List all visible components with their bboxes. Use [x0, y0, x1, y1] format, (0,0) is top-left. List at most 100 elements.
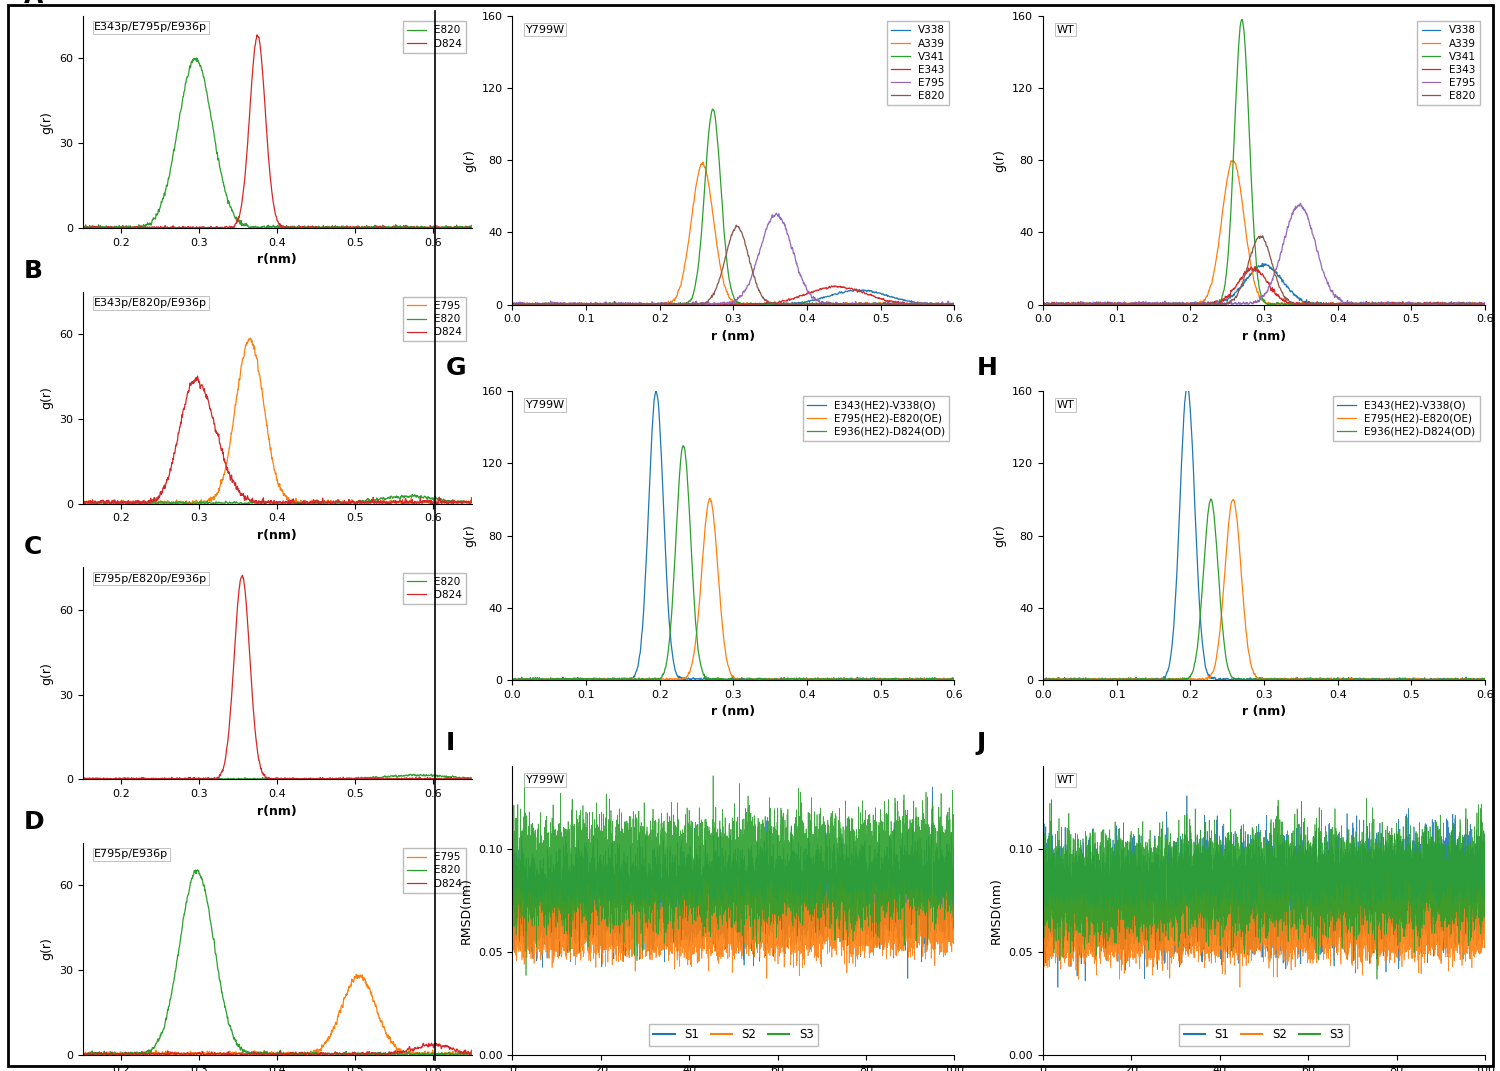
E795 [240, 1045, 258, 1058]
V341 [1034, 298, 1052, 311]
E795(HE2)-E820(OE) [1203, 666, 1221, 679]
E936(HE2)-D824(OD) [1420, 673, 1438, 685]
E795(HE2)-E820(OE) [1084, 673, 1102, 685]
D824 [454, 495, 472, 508]
E795 [224, 1046, 242, 1059]
E795 [141, 1045, 159, 1058]
D824 [74, 772, 92, 785]
E795 [945, 298, 963, 311]
E795(HE2)-E820(OE) [1224, 493, 1242, 506]
S2 [1250, 920, 1268, 933]
Line: D824: D824 [82, 575, 471, 780]
D824 [201, 773, 219, 786]
Legend: V338, A339, V341, E343, E795, E820: V338, A339, V341, E343, E795, E820 [886, 21, 950, 105]
E820 [404, 488, 422, 501]
E343 [1084, 298, 1102, 311]
E795(HE2)-E820(OE) [1467, 673, 1485, 685]
E820 [224, 205, 242, 217]
S3 [1358, 791, 1376, 804]
E343 [1203, 296, 1221, 308]
E820 [413, 1049, 430, 1061]
A339 [1203, 272, 1221, 285]
Line: E343: E343 [513, 286, 954, 304]
E795(HE2)-E820(OE) [504, 673, 522, 685]
D824 [413, 1041, 430, 1054]
Line: E936(HE2)-D824(OD): E936(HE2)-D824(OD) [513, 446, 954, 680]
S2 [1036, 904, 1054, 917]
Text: F: F [976, 0, 993, 4]
E820 [178, 497, 196, 510]
E820 [1064, 298, 1082, 311]
D824 [264, 1049, 282, 1061]
E343 [827, 280, 844, 292]
D824 [462, 773, 480, 786]
Line: V338: V338 [1042, 263, 1485, 304]
Line: S3: S3 [1042, 798, 1485, 979]
E795 [938, 298, 956, 311]
E795(HE2)-E820(OE) [1034, 673, 1052, 685]
E343(HE2)-V338(O) [816, 674, 834, 687]
Y-axis label: g(r): g(r) [40, 110, 53, 134]
E795 [1084, 296, 1102, 308]
S3 [1034, 850, 1052, 863]
D824 [74, 497, 92, 510]
D824 [189, 369, 207, 382]
S1 [1178, 789, 1196, 802]
S1 [506, 897, 524, 910]
A339 [938, 297, 956, 310]
E820 [938, 298, 956, 311]
Line: E795: E795 [1042, 203, 1485, 304]
A339 [1467, 298, 1485, 311]
Line: D824: D824 [82, 376, 471, 503]
Text: C: C [24, 534, 42, 559]
E795(HE2)-E820(OE) [674, 673, 692, 685]
S3 [1052, 900, 1070, 912]
E820 [454, 495, 472, 508]
E820 [224, 1024, 242, 1037]
Line: V341: V341 [1042, 19, 1485, 304]
S2 [1263, 866, 1281, 879]
A339 [945, 297, 963, 310]
Legend: E795, E820, D824: E795, E820, D824 [404, 848, 466, 893]
S2 [945, 929, 963, 941]
S2 [880, 863, 898, 876]
S3 [1368, 972, 1386, 985]
S3 [1036, 878, 1054, 891]
E343 [1110, 298, 1128, 311]
Text: D: D [24, 811, 45, 834]
E820 [462, 220, 480, 232]
E795 [674, 298, 692, 311]
E795 [74, 496, 92, 509]
Text: I: I [446, 730, 456, 755]
D824 [413, 497, 430, 510]
Line: S1: S1 [513, 787, 954, 979]
Line: E820: E820 [82, 870, 471, 1055]
A339 [890, 298, 908, 311]
E795 [240, 333, 258, 346]
A339 [1110, 298, 1128, 311]
V341 [1084, 297, 1102, 310]
X-axis label: r(nm): r(nm) [256, 804, 297, 817]
E820 [504, 297, 522, 310]
V338 [674, 298, 692, 311]
D824 [118, 497, 136, 510]
S3 [945, 810, 963, 823]
V338 [890, 292, 908, 305]
Text: H: H [976, 356, 998, 380]
E795 [413, 497, 430, 510]
S2 [1120, 911, 1138, 924]
E795 [454, 497, 472, 510]
V341 [580, 298, 598, 311]
E820 [462, 771, 480, 784]
V338 [847, 283, 865, 296]
Legend: E795, E820, D824: E795, E820, D824 [404, 297, 466, 342]
S2 [1034, 922, 1052, 935]
E795 [413, 1047, 430, 1060]
D824 [141, 1049, 159, 1061]
D824 [240, 123, 258, 136]
Line: E820: E820 [82, 774, 471, 780]
X-axis label: r(nm): r(nm) [256, 529, 297, 542]
E795 [1422, 298, 1440, 311]
Line: E343(HE2)-V338(O): E343(HE2)-V338(O) [1042, 384, 1485, 680]
E936(HE2)-D824(OD) [1202, 493, 1219, 506]
